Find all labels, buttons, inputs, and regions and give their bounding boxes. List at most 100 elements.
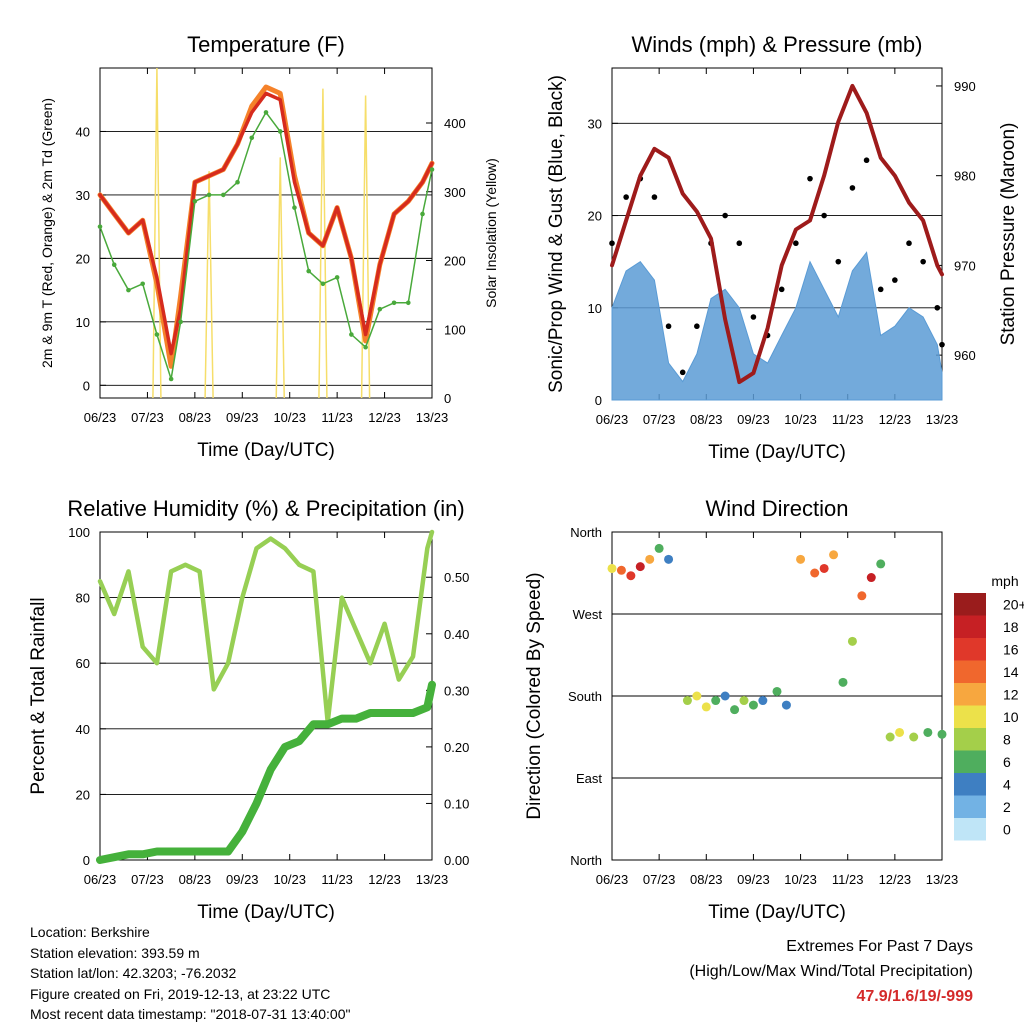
rh-ytick-label: 0 [83,853,90,868]
rh-ylabel-left: Percent & Total Rainfall [28,597,49,794]
temp-ytick-label: 20 [76,251,90,266]
legend-label: 14 [1003,664,1019,680]
dewpoint-point [292,205,297,210]
direction-point [847,636,857,646]
temp-ylabel-right: Solar Insolation (Yellow) [483,158,499,308]
legend-label: 10 [1003,709,1019,725]
direction-point [838,677,848,687]
direction-point [635,562,645,572]
legend-swatch [954,750,986,773]
wind-xtick-label: 12/23 [879,412,912,427]
dewpoint-point [206,192,212,198]
gust-point [863,157,870,164]
extremes-values: 47.9/1.6/19/-999 [856,988,973,1005]
dewpoint-point [97,224,103,229]
direction-point [895,727,905,737]
legend-swatch [954,593,986,616]
dir-xtick-label: 13/23 [926,872,959,887]
direction-point [796,554,806,564]
extremes-subtitle: (High/Low/Max Wind/Total Precipitation) [689,963,973,980]
dewpoint-point [306,268,311,274]
legend-swatch [954,818,986,841]
temp-y2tick-label: 400 [444,116,466,131]
gust-point [609,240,615,247]
temp-xtick-label: 13/23 [416,410,449,425]
direction-point [857,591,867,601]
legend-label: 6 [1003,754,1011,770]
precip-line [96,680,436,864]
temp-y2tick-label: 0 [444,391,451,406]
direction-point [739,696,749,706]
dir-xtick-label: 12/23 [879,872,912,887]
wind-xtick-label: 10/23 [784,412,817,427]
temp-xtick-label: 06/23 [84,410,117,425]
direction-point [937,729,947,739]
gust-point [694,323,700,330]
solar-spike [318,88,328,399]
legend-label: 8 [1003,731,1011,747]
dewpoint-point [349,332,354,337]
wind-xtick-label: 13/23 [926,412,959,427]
direction-point [819,563,829,573]
rh-xtick-label: 11/23 [321,872,353,887]
gust-point [679,369,686,376]
legend-label: 12 [1003,686,1019,702]
wind-ylabel-left: Sonic/Prop Wind & Gust (Blue, Black) [546,75,567,393]
wind-xlabel: Time (Day/UTC) [708,442,846,463]
info-elevation: Station elevation: 393.59 m [30,944,200,961]
rh-y2tick-label: 0.40 [444,627,469,642]
wind-xtick-label: 06/23 [596,412,629,427]
gust-point [623,194,629,200]
rh-ytick-label: 100 [68,525,90,540]
wind-xtick-label: 08/23 [690,412,723,427]
temp-ytick-label: 0 [83,378,90,393]
info-latlon: Station lat/lon: 42.3203; -76.2032 [30,965,237,981]
dir-ytick-label: North [570,525,602,540]
dir-title: Wind Direction [705,496,848,521]
direction-point [781,700,791,710]
temp-ytick-label: 40 [76,124,90,139]
direction-point [885,732,895,742]
direction-point [607,563,617,573]
direction-point [626,571,636,581]
legend-label: 18 [1003,619,1019,635]
gust-point [877,286,884,293]
gust-point [892,277,898,283]
rh-xtick-label: 10/23 [273,872,306,887]
dewpoint-point [235,179,240,185]
rh-title: Relative Humidity (%) & Precipitation (i… [67,496,464,521]
rh-xtick-label: 12/23 [368,872,401,887]
temp-xtick-label: 09/23 [226,410,259,425]
legend-swatch [954,773,986,796]
wind-title: Winds (mph) & Pressure (mb) [632,32,923,57]
dewpoint-point [377,306,383,312]
direction-point [720,691,730,701]
direction-point [772,686,782,696]
direction-point [748,700,758,710]
temp-y2tick-label: 100 [444,322,466,337]
temp-ytick-label: 10 [76,315,90,330]
wind-xtick-label: 07/23 [643,412,676,427]
legend-label: 16 [1003,641,1019,657]
wind-xtick-label: 11/23 [832,412,864,427]
temp-xtick-label: 08/23 [179,410,212,425]
rh-ytick-label: 40 [76,722,90,737]
legend-label: 4 [1003,776,1011,792]
gust-point [821,212,827,219]
temp-xtick-label: 11/23 [321,410,353,425]
rh-y2tick-label: 0.20 [444,740,469,755]
direction-point [711,696,721,706]
direction-point [866,573,876,583]
direction-point [616,565,626,575]
wind-ytick-label: 10 [588,301,602,316]
dir-ytick-label: South [568,689,602,704]
extremes-box: Extremes For Past 7 Days (High/Low/Max W… [689,934,973,1009]
dewpoint-point [334,275,340,280]
temp-title: Temperature (F) [187,32,345,57]
gust-point [722,212,728,219]
dewpoint-point [126,287,131,293]
legend-swatch [954,638,986,661]
legend-swatch [954,728,986,751]
rh-ytick-label: 20 [76,787,90,802]
